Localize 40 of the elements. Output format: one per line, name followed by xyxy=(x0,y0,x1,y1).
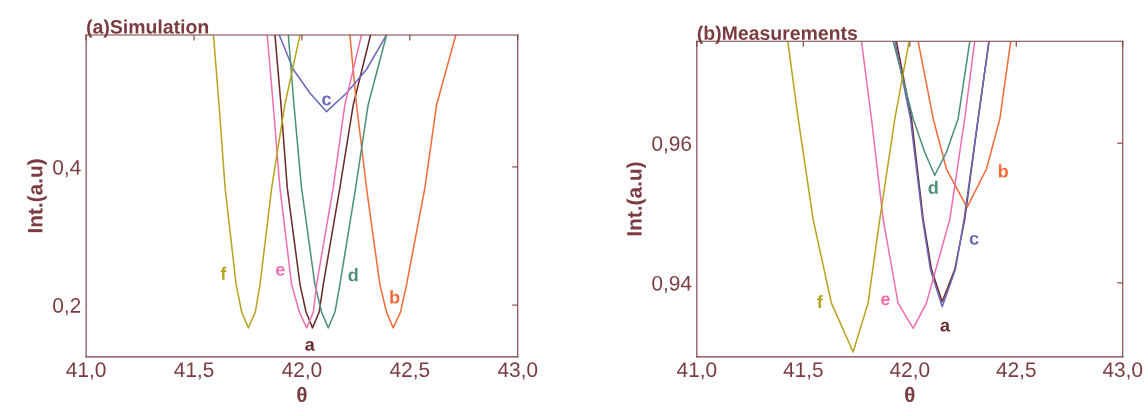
chart-title: (a)Simulation xyxy=(87,19,209,38)
line-series xyxy=(892,41,971,177)
x-tick-label: 41,0 xyxy=(677,362,717,380)
series-label: e xyxy=(881,295,890,306)
x-tick-label: 42,5 xyxy=(390,362,430,380)
y-tick-label: 0,94 xyxy=(652,275,692,294)
series-label: d xyxy=(348,268,358,282)
series-label: f xyxy=(817,295,823,309)
y-tick-label: 0,4 xyxy=(53,159,81,178)
series-label: a xyxy=(940,321,951,332)
line-series xyxy=(212,34,301,329)
x-tick-label: 42,0 xyxy=(282,362,322,380)
series-label: d xyxy=(928,180,938,195)
series-label: a xyxy=(305,340,315,351)
x-tick-label: 41,0 xyxy=(66,362,106,380)
x-axis-title: θ xyxy=(297,386,307,403)
chart-title: (b)Measurements xyxy=(697,25,858,44)
y-axis-title: Int.(a.u) xyxy=(27,159,47,233)
line-series xyxy=(274,34,372,329)
y-axis-title: Int.(a.u) xyxy=(626,162,646,236)
line-series xyxy=(266,34,363,329)
series-label: b xyxy=(998,164,1008,178)
series-label: b xyxy=(390,290,400,304)
y-tick-label: 0,96 xyxy=(652,136,692,154)
x-axis-title: θ xyxy=(905,386,915,403)
x-tick-label: 41,5 xyxy=(174,362,214,380)
line-series xyxy=(917,41,1012,209)
x-tick-label: 41,5 xyxy=(783,362,823,380)
line-series xyxy=(278,34,388,113)
line-series xyxy=(349,34,457,329)
x-tick-label: 42,5 xyxy=(996,362,1036,380)
x-tick-label: 43,0 xyxy=(1102,362,1143,380)
series-label: e xyxy=(275,265,285,276)
line-series xyxy=(287,34,388,329)
series-label: c xyxy=(322,95,332,106)
y-tick-label: 0,2 xyxy=(53,298,81,316)
series-label: f xyxy=(220,266,227,280)
x-tick-label: 43,0 xyxy=(497,362,538,380)
series-label: c xyxy=(969,234,979,245)
x-tick-label: 42,0 xyxy=(890,362,930,380)
